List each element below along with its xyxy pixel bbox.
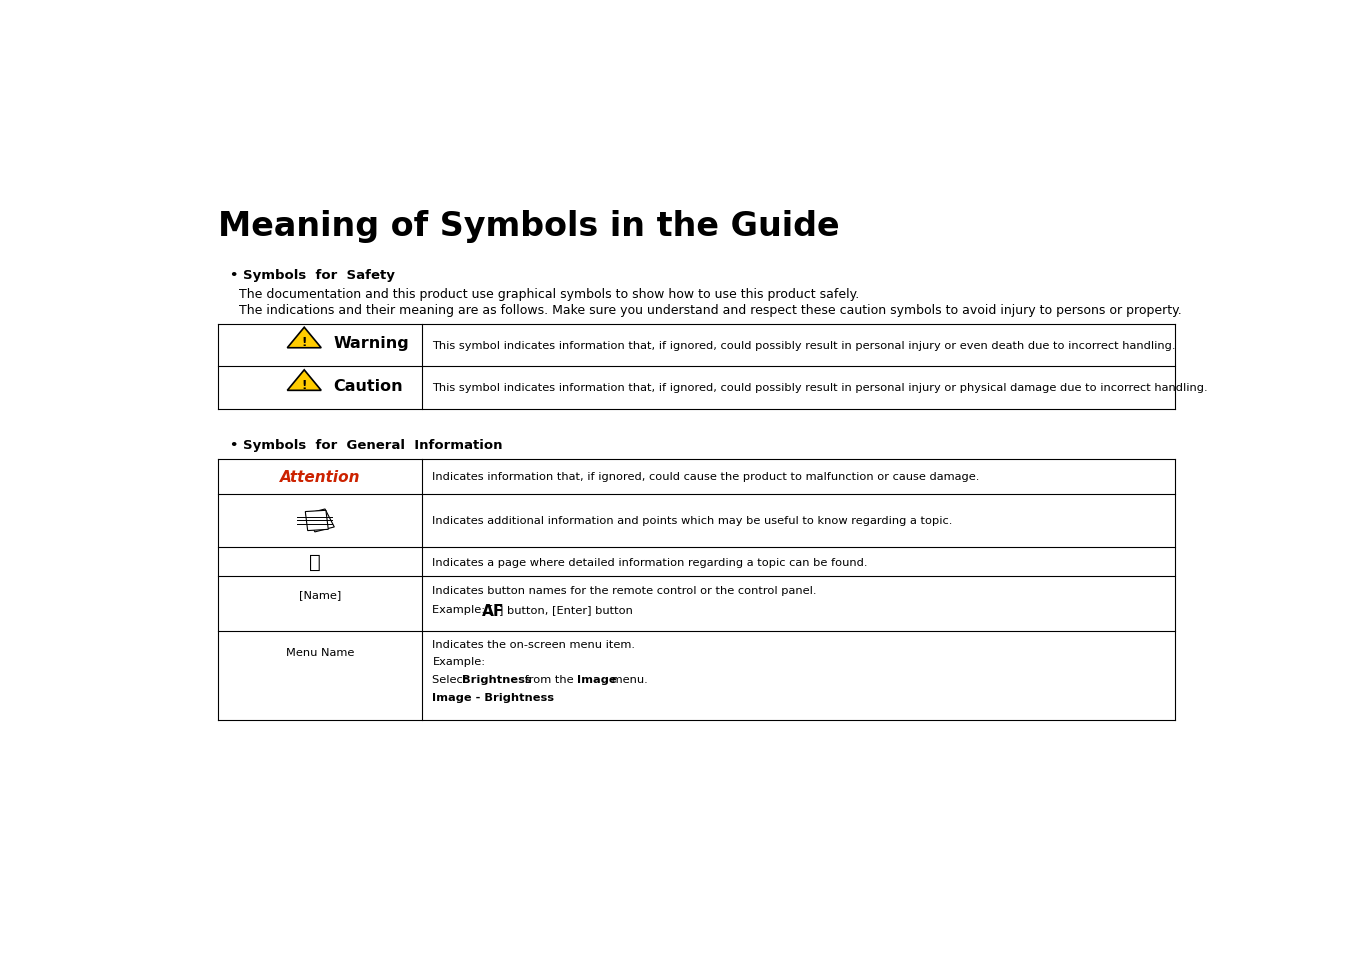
Polygon shape	[288, 371, 321, 391]
Text: Warning: Warning	[333, 335, 409, 351]
Text: The indications and their meaning are as follows. Make sure you understand and r: The indications and their meaning are as…	[239, 304, 1181, 316]
Text: Meaning of Symbols in the Guide: Meaning of Symbols in the Guide	[217, 210, 840, 243]
Text: !: !	[301, 336, 306, 349]
Text: ] button, [Enter] button: ] button, [Enter] button	[500, 604, 633, 615]
Text: Select: Select	[432, 675, 471, 684]
Text: Attention: Attention	[279, 470, 360, 484]
Text: [Name]: [Name]	[298, 589, 342, 599]
Text: Caution: Caution	[333, 378, 404, 394]
Text: Image - Brightness: Image - Brightness	[432, 692, 555, 701]
Text: Indicates button names for the remote control or the control panel.: Indicates button names for the remote co…	[432, 585, 817, 596]
Text: Menu Name: Menu Name	[286, 647, 354, 658]
Text: This symbol indicates information that, if ignored, could possibly result in per: This symbol indicates information that, …	[432, 340, 1176, 351]
Text: menu.: menu.	[608, 675, 648, 684]
Polygon shape	[305, 510, 335, 533]
Text: !: !	[301, 378, 306, 392]
Text: Indicates the on-screen menu item.: Indicates the on-screen menu item.	[432, 639, 636, 649]
Text: Indicates a page where detailed information regarding a topic can be found.: Indicates a page where detailed informat…	[432, 557, 868, 567]
Text: Example:: Example:	[432, 657, 486, 667]
Text: Indicates additional information and points which may be useful to know regardin: Indicates additional information and poi…	[432, 516, 953, 526]
Text: Example: [: Example: [	[432, 604, 494, 615]
Text: Indicates information that, if ignored, could cause the product to malfunction o: Indicates information that, if ignored, …	[432, 472, 980, 482]
Text: • Symbols  for  General  Information: • Symbols for General Information	[231, 438, 504, 452]
Polygon shape	[288, 328, 321, 349]
Polygon shape	[305, 511, 328, 531]
Text: This symbol indicates information that, if ignored, could possibly result in per: This symbol indicates information that, …	[432, 383, 1208, 393]
Text: Brightness: Brightness	[462, 675, 532, 684]
Text: The documentation and this product use graphical symbols to show how to use this: The documentation and this product use g…	[239, 288, 859, 300]
Text: AF: AF	[482, 604, 504, 618]
Text: Image: Image	[576, 675, 617, 684]
Text: 👉: 👉	[309, 553, 320, 572]
Text: from the: from the	[521, 675, 578, 684]
Text: • Symbols  for  Safety: • Symbols for Safety	[231, 269, 396, 281]
